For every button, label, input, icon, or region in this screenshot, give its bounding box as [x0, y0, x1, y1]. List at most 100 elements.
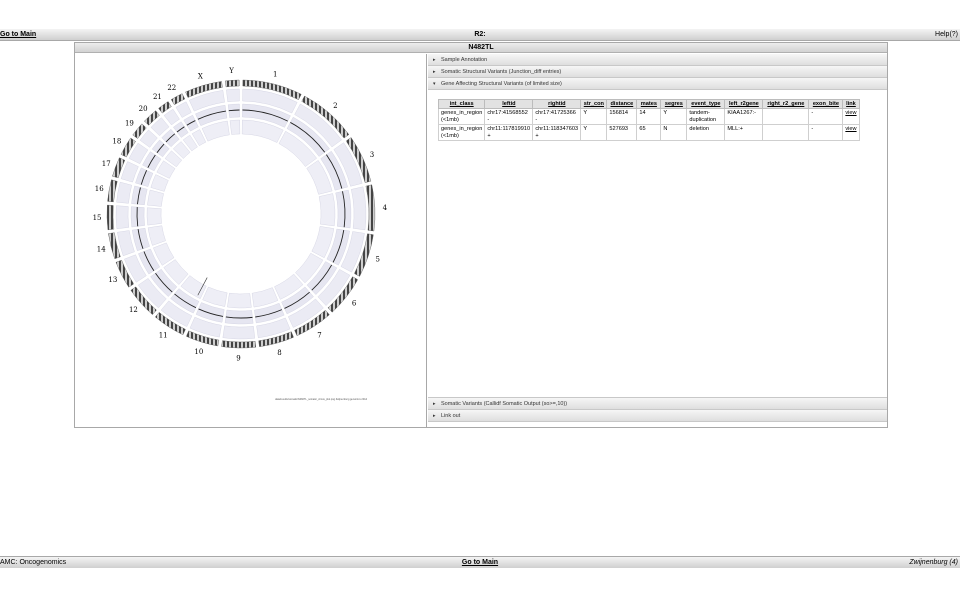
table-cell: Y — [580, 108, 608, 125]
column-header-segres[interactable]: segres — [660, 99, 688, 109]
chromosome-label: Y — [228, 67, 234, 75]
view-link[interactable]: view — [842, 108, 860, 125]
chromosome-label: 1 — [273, 71, 277, 79]
chromosome-19: 19 — [125, 119, 183, 168]
column-header-exon-bite[interactable]: exon_bite — [808, 99, 844, 109]
table-cell: - — [808, 124, 844, 141]
table-cell: 527693 — [606, 124, 638, 141]
help-link[interactable]: Help(?) — [935, 31, 958, 38]
chromosome-2: 2 — [278, 95, 350, 167]
chromosome-13: 13 — [108, 242, 175, 288]
chromosome-label: 22 — [167, 84, 176, 92]
table-cell: Y — [660, 108, 688, 125]
expand-triangle-icon: ▸ — [433, 401, 436, 407]
sample-panel: N482TL 1 2 3 4 5 6 7 8 9 10 11 12 13 14 15 16 17 18 19 20 21… — [74, 42, 888, 428]
table-cell: - — [808, 108, 844, 125]
chromosome-20: 20 — [139, 105, 191, 159]
column-header-distance[interactable]: distance — [606, 99, 638, 109]
table-cell: 65 — [636, 124, 662, 141]
chromosome-label: 14 — [97, 245, 106, 253]
table-cell: deletion — [686, 124, 726, 141]
chromosome-label: 18 — [112, 137, 121, 145]
column-header-rightid[interactable]: rightid — [532, 99, 582, 109]
table-cell: chr11:117819910 + — [484, 124, 534, 141]
chromosome-11: 11 — [155, 275, 207, 340]
chromosome-label: 19 — [125, 119, 134, 127]
accordion-gene-affecting-sv[interactable]: ▾ Gene Affecting Structural Variants (of … — [428, 78, 887, 90]
chromosome-label: 11 — [159, 332, 168, 340]
chromosome-label: 2 — [333, 102, 337, 110]
circos-plot-area: 1 2 3 4 5 6 7 8 9 10 11 12 13 14 15 16 17 18 19 20 21 22 X Y da… — [75, 54, 427, 427]
chromosome-5: 5 — [311, 226, 380, 277]
expand-triangle-icon: ▸ — [433, 57, 436, 63]
column-header-int-class[interactable]: int_class — [437, 99, 486, 109]
column-header-mates[interactable]: mates — [636, 99, 662, 109]
chromosome-16: 16 — [95, 179, 164, 207]
chromosome-7: 7 — [274, 273, 330, 339]
chromosome-label: 12 — [129, 306, 138, 314]
chromosome-label: 20 — [139, 105, 148, 113]
details-column: ▸ Sample Annotation ▸ Somatic Structural V… — [428, 54, 887, 427]
chromosome-18: 18 — [112, 137, 176, 179]
chromosome-label: 8 — [277, 349, 281, 357]
accordion-sample-annotation[interactable]: ▸ Sample Annotation — [428, 54, 887, 66]
chromosome-label: 13 — [108, 276, 117, 284]
chromosome-22: 22 — [167, 84, 207, 146]
column-header-event-type[interactable]: event_type — [686, 99, 726, 109]
footer-go-to-main-link[interactable]: Go to Main — [461, 559, 499, 566]
chromosome-17: 17 — [102, 157, 169, 192]
chromosome-3: 3 — [306, 137, 374, 195]
chromosome-12: 12 — [129, 259, 189, 315]
chromosome-6: 6 — [295, 252, 359, 313]
chromosome-10: 10 — [186, 286, 228, 356]
chromosome-label: 9 — [236, 354, 240, 362]
chromosome-Y: Y — [225, 67, 241, 135]
collapse-triangle-icon: ▾ — [433, 81, 436, 87]
expand-triangle-icon: ▸ — [433, 413, 436, 419]
column-header-right-r2-gene[interactable]: right_r2_gene — [762, 99, 810, 109]
chromosome-label: 5 — [375, 256, 379, 264]
view-link[interactable]: view — [842, 124, 860, 141]
chromosome-1: 1 — [241, 71, 302, 143]
go-to-main-link[interactable]: Go to Main — [0, 31, 37, 38]
table-cell: 14 — [636, 108, 662, 125]
chromosome-label: 17 — [102, 160, 111, 168]
chromosome-label: 3 — [370, 151, 374, 159]
table-cell: genes_in_region (<1mb) — [437, 124, 486, 141]
table-cell: chr11:118347603 + — [532, 124, 582, 141]
column-header-left-r2gene[interactable]: left_r2gene — [724, 99, 764, 109]
table-row: genes_in_region (<1mb) chr11:117819910 + c… — [437, 124, 860, 141]
expand-triangle-icon: ▸ — [433, 69, 436, 75]
footer-org: AMC: Oncogenomics — [0, 559, 67, 566]
column-header-str-con[interactable]: str_con — [580, 99, 608, 109]
table-cell: N — [660, 124, 688, 141]
column-header-leftid[interactable]: leftid — [484, 99, 534, 109]
panel-title: N482TL — [75, 43, 887, 53]
plot-footer: data/results/somatic/N482TL_somatic_circ… — [275, 398, 368, 401]
sv-table: int_class leftid rightid str_con distance mat… — [437, 99, 860, 141]
column-header-link[interactable]: link — [842, 99, 860, 109]
sv-link-line — [197, 277, 208, 296]
table-row: genes_in_region (<1mb) chr17:41568552 - ch… — [437, 108, 860, 125]
chromosome-14: 14 — [97, 225, 166, 260]
chromosome-21: 21 — [153, 93, 198, 152]
chromosome-15: 15 — [93, 204, 162, 231]
table-cell: 156814 — [606, 108, 638, 125]
chromosome-label: 21 — [153, 93, 162, 101]
chromosome-label: X — [198, 72, 203, 80]
accordion-link-out[interactable]: ▸ Link out — [428, 410, 887, 422]
top-bar: Go to Main R2: Help(?) — [0, 29, 960, 41]
chromosome-4: 4 — [318, 184, 388, 232]
chromosome-label: 10 — [194, 348, 203, 356]
chromosome-label: 4 — [383, 204, 388, 212]
accordion-somatic-variants[interactable]: ▸ Somatic Variants (Callidf Somatic Outpu… — [428, 398, 887, 410]
gene-affecting-sv-content: int_class leftid rightid str_con distance mat… — [428, 90, 887, 398]
chromosome-label: 7 — [317, 331, 321, 339]
accordion-somatic-structural-variants[interactable]: ▸ Somatic Structural Variants (Junction_d… — [428, 66, 887, 78]
table-cell: chr17:41725366 - — [532, 108, 582, 125]
app-title: R2: — [474, 31, 486, 38]
chromosome-label: 16 — [95, 185, 104, 193]
footer-user: Zwijnenburg (4) — [909, 559, 958, 566]
chromosome-9: 9 — [221, 292, 256, 362]
